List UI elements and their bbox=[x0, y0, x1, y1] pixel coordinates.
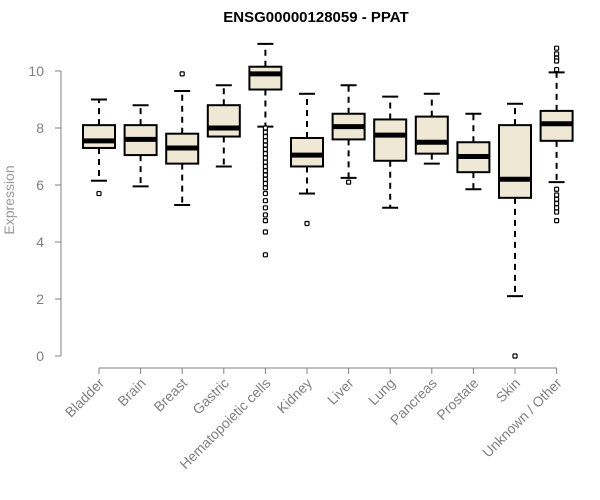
outlier-point bbox=[262, 218, 268, 224]
chart-title: ENSG00000128059 - PPAT bbox=[223, 9, 408, 26]
x-tick-label: Prostate bbox=[433, 375, 481, 423]
box-hematopoietic-cells bbox=[248, 42, 283, 258]
outlier-point bbox=[262, 146, 268, 152]
outlier-point bbox=[179, 71, 185, 77]
x-tick-label: Unknown / Other bbox=[479, 375, 565, 461]
box-gastric bbox=[206, 84, 241, 168]
boxes bbox=[82, 42, 574, 359]
outlier-point bbox=[262, 185, 268, 191]
outlier-point bbox=[262, 190, 268, 197]
box-iqr bbox=[248, 65, 283, 91]
outlier-point bbox=[553, 200, 560, 207]
box-iqr bbox=[373, 118, 408, 162]
outlier-point bbox=[262, 180, 268, 187]
x-tick-label: Lung bbox=[365, 375, 398, 408]
box-brain bbox=[123, 104, 158, 188]
box-iqr bbox=[498, 124, 532, 199]
x-tick-label: Breast bbox=[150, 375, 190, 415]
outlier-point bbox=[262, 125, 268, 131]
outlier-point bbox=[262, 198, 268, 204]
outlier-point bbox=[262, 159, 268, 165]
y-tick-label: 4 bbox=[36, 234, 44, 250]
y-tick-label: 2 bbox=[36, 291, 44, 307]
outlier-point bbox=[553, 196, 560, 202]
outlier-point bbox=[262, 142, 268, 148]
outlier-point bbox=[262, 163, 268, 170]
outlier-point bbox=[96, 190, 102, 197]
box-iqr bbox=[290, 136, 324, 168]
outlier-point bbox=[553, 186, 560, 192]
outlier-point bbox=[262, 151, 268, 157]
outlier-point bbox=[553, 205, 560, 211]
outlier-point bbox=[262, 172, 268, 178]
x-tick-label: Liver bbox=[324, 375, 357, 408]
box-pancreas bbox=[414, 92, 449, 165]
box-iqr bbox=[206, 104, 241, 138]
outlier-point bbox=[512, 353, 518, 359]
y-tick-label: 0 bbox=[36, 348, 44, 364]
outlier-point bbox=[262, 229, 268, 235]
outlier-point bbox=[304, 220, 310, 227]
outlier-point bbox=[262, 168, 268, 174]
box-bladder bbox=[82, 98, 116, 197]
box-skin bbox=[498, 102, 532, 359]
outlier-point bbox=[262, 155, 268, 161]
outlier-point bbox=[262, 205, 268, 211]
x-tick-label: Bladder bbox=[62, 375, 108, 421]
outlier-point bbox=[262, 212, 268, 218]
box-iqr bbox=[414, 115, 449, 155]
outlier-point bbox=[262, 252, 268, 258]
outlier-point bbox=[262, 176, 268, 182]
outlier-point bbox=[262, 129, 268, 135]
outlier-point bbox=[553, 51, 560, 57]
y-tick-label: 6 bbox=[36, 177, 44, 193]
x-tick-label: Skin bbox=[493, 375, 524, 406]
box-lung bbox=[373, 95, 408, 209]
y-axis: 0 2 4 6 8 10 bbox=[28, 63, 62, 364]
outlier-point bbox=[262, 138, 268, 144]
box-iqr bbox=[82, 124, 116, 149]
box-unknown-other bbox=[539, 45, 574, 224]
box-breast bbox=[165, 71, 200, 206]
outlier-point bbox=[553, 192, 560, 198]
outlier-point bbox=[553, 58, 560, 64]
outlier-point bbox=[553, 209, 560, 215]
box-liver bbox=[331, 84, 366, 185]
y-axis-title: Expression bbox=[1, 165, 17, 234]
y-tick-label: 10 bbox=[28, 63, 44, 79]
outlier-point bbox=[553, 66, 560, 73]
box-prostate bbox=[456, 112, 491, 191]
outlier-point bbox=[553, 218, 560, 224]
outlier-point bbox=[346, 179, 352, 185]
y-tick-label: 8 bbox=[36, 120, 44, 136]
box-kidney bbox=[290, 92, 324, 227]
x-tick-label: Brain bbox=[114, 375, 148, 409]
outlier-point bbox=[262, 133, 268, 140]
outlier-point bbox=[553, 45, 560, 51]
x-tick-label: Kidney bbox=[274, 375, 316, 417]
